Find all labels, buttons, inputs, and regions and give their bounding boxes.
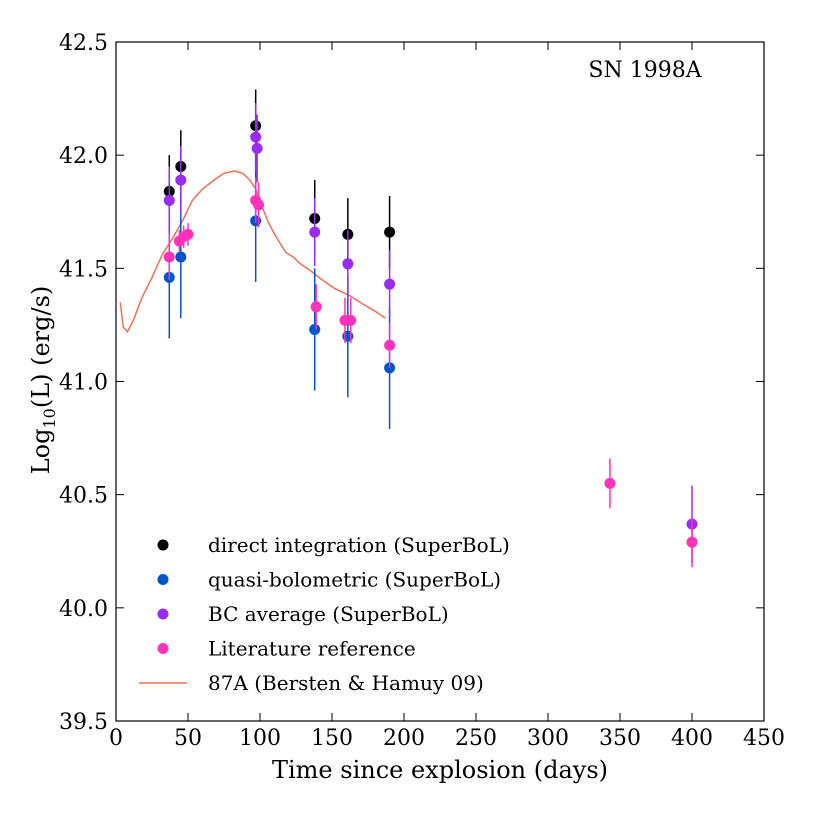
y-tick-label: 39.5 — [59, 710, 108, 735]
x-axis-label: Time since explosion (days) — [272, 756, 608, 784]
legend: direct integration (SuperBoL) quasi-bolom… — [139, 533, 510, 695]
data-point-s3-9 — [384, 339, 396, 351]
y-axis-label-main: Log — [27, 429, 55, 475]
data-point-s3-8 — [345, 314, 357, 326]
data-point-s3-3 — [182, 228, 194, 240]
data-point-s3-5 — [253, 199, 265, 211]
x-tick-label: 0 — [109, 726, 123, 751]
series-layer — [119, 89, 698, 568]
legend-swatch-marker — [157, 574, 169, 585]
y-tick-label: 41.0 — [59, 371, 108, 396]
x-tick-label: 100 — [239, 726, 281, 751]
legend-label: 87A (Bersten & Hamuy 09) — [208, 671, 484, 695]
data-point-s0-5 — [384, 226, 396, 238]
data-point-s2-3 — [251, 142, 263, 154]
legend-label: direct integration (SuperBoL) — [208, 533, 510, 557]
y-tick-label: 41.5 — [59, 257, 108, 282]
legend-label: Literature reference — [208, 637, 416, 661]
legend-swatch-marker — [157, 539, 169, 551]
data-point-s1-1 — [175, 251, 187, 263]
y-tick-label: 42.5 — [59, 31, 108, 56]
data-point-s2-1 — [175, 174, 187, 186]
data-point-s2-2 — [250, 131, 262, 143]
y-axis-label: Log10(L) (erg/s) — [27, 286, 59, 475]
y-tick-label: 40.5 — [59, 484, 108, 509]
x-tick-label: 350 — [599, 726, 641, 751]
data-point-s1-4 — [342, 330, 354, 342]
legend-swatch-marker — [157, 608, 169, 620]
legend-label: BC average (SuperBoL) — [208, 602, 449, 626]
y-axis-label-rest: (L) (erg/s) — [27, 286, 55, 408]
x-tick-label: 200 — [383, 726, 425, 751]
legend-label: quasi-bolometric (SuperBoL) — [208, 568, 501, 592]
data-point-s2-0 — [163, 194, 175, 206]
x-tick-label: 250 — [455, 726, 497, 751]
data-point-s3-10 — [604, 477, 616, 489]
x-tick-label: 450 — [743, 726, 785, 751]
data-point-s3-6 — [310, 301, 322, 313]
y-tick-label: 40.0 — [59, 597, 108, 622]
data-point-s2-6 — [384, 278, 396, 290]
axes-layer: 0 50 100 150 200 250 300 350 400 450 39.5 40.0 40.5 4… — [59, 31, 785, 751]
data-point-s2-5 — [342, 258, 354, 270]
y-axis-label-subscript: 10 — [40, 408, 59, 428]
x-tick-label: 300 — [527, 726, 569, 751]
x-tick-label: 50 — [174, 726, 202, 751]
data-point-s3-0 — [163, 251, 175, 263]
legend-swatch-marker — [157, 643, 169, 654]
x-tick-label: 150 — [311, 726, 353, 751]
x-tick-label: 400 — [671, 726, 713, 751]
chart-annotation: SN 1998A — [588, 58, 702, 83]
y-tick-label: 42.0 — [59, 144, 108, 169]
data-point-s3-11 — [686, 536, 698, 548]
data-point-s1-3 — [309, 323, 321, 335]
data-point-s2-4 — [309, 226, 321, 238]
series-line-87a — [119, 170, 386, 333]
